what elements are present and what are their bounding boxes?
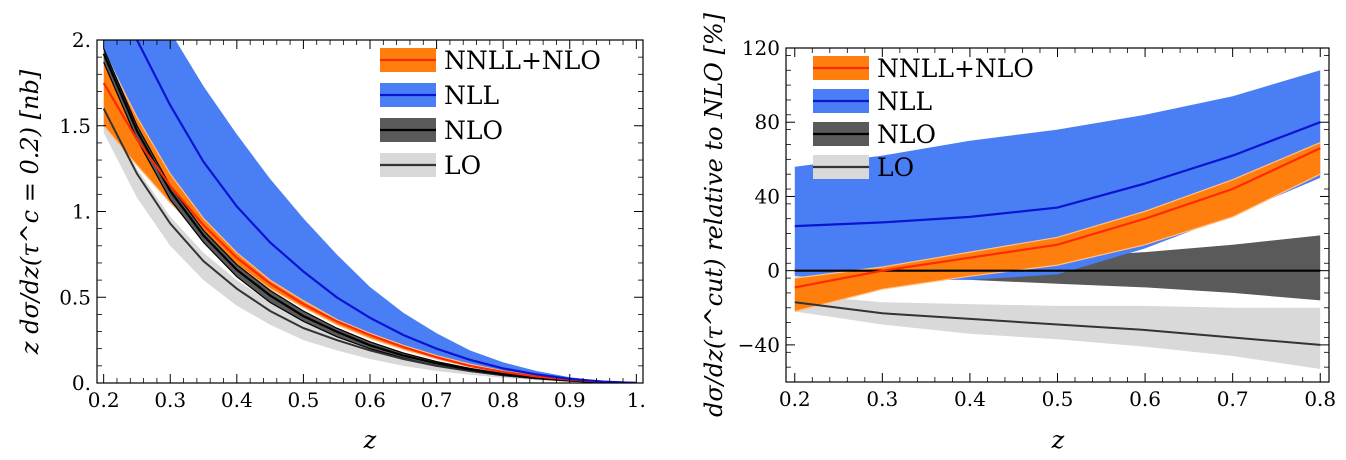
- left-xtick-label: 0.3: [154, 388, 186, 412]
- right-axis-ticks: 0.2 0.3 0.4 0.5 0.6 0.7 0.8 −40 0 40 80 120: [738, 36, 1336, 411]
- right-xtick-label: 0.8: [1304, 387, 1336, 411]
- right-ytick-label: 120: [742, 36, 780, 60]
- left-legend: NNLL+NLO NLL NLO LO: [380, 46, 601, 180]
- left-xtick-label: 0.2: [88, 388, 120, 412]
- left-xtick-label: 0.7: [421, 388, 453, 412]
- legend-label-nnll: NNLL+NLO: [444, 46, 601, 75]
- right-bands: [794, 70, 1321, 369]
- left-lines: [102, 40, 637, 383]
- left-xtick-label: 0.8: [487, 388, 519, 412]
- right-band-edge-upper-nnll: [794, 142, 1321, 279]
- left-line-nll: [135, 40, 637, 383]
- right-band-nnll: [794, 142, 1321, 312]
- left-band-nll: [103, 40, 637, 383]
- left-ytick-label: 1.: [72, 200, 91, 224]
- right-xtick-label: 0.4: [954, 387, 986, 411]
- right-ytick-label: 80: [755, 110, 780, 134]
- right-line-lo: [794, 301, 1321, 346]
- right-band-edge-lower-nnll: [794, 173, 1321, 313]
- right-line-nll: [794, 121, 1321, 228]
- right-xtick-label: 0.2: [779, 387, 811, 411]
- left-bands: [103, 40, 637, 383]
- left-ytick-label: 1.5: [59, 114, 91, 138]
- legend-label-nlo: NLO: [444, 116, 503, 145]
- right-xtick-label: 0.3: [866, 387, 898, 411]
- left-y-axis-label: z dσ/dz(τ^c = 0.2) [nb]: [16, 69, 44, 355]
- right-ytick-label: 40: [755, 184, 780, 208]
- legend-label-nll: NLL: [877, 87, 932, 116]
- left-ytick-label: 0.: [72, 371, 91, 395]
- right-lines: [794, 121, 1321, 346]
- legend-label-nll: NLL: [444, 81, 499, 110]
- legend-label-nnll: NNLL+NLO: [877, 54, 1034, 83]
- left-axis-ticks: 0.2 0.3 0.4 0.5 0.6 0.7 0.8 0.9 1. 0. 0.5 1. 1.5 2.: [59, 28, 646, 412]
- left-xtick-label: 0.5: [288, 388, 320, 412]
- right-y-axis-label: dσ/dz(τ^cut) relative to NLO [%]: [700, 12, 728, 417]
- right-xtick-label: 0.5: [1042, 387, 1074, 411]
- left-xtick-label: 1.: [627, 388, 646, 412]
- right-legend: NNLL+NLO NLL NLO LO: [813, 54, 1034, 182]
- legend-label-lo: LO: [877, 153, 914, 182]
- left-x-axis-label: z: [363, 426, 377, 454]
- left-xtick-label: 0.4: [221, 388, 253, 412]
- legend-label-nlo: NLO: [877, 120, 936, 149]
- left-line-nlo: [102, 53, 637, 383]
- right-xtick-label: 0.7: [1217, 387, 1249, 411]
- right-ytick-label: −40: [738, 333, 780, 357]
- right-x-axis-label: z: [1051, 426, 1065, 454]
- right-ytick-label: 0: [767, 259, 780, 283]
- right-xtick-label: 0.6: [1129, 387, 1161, 411]
- left-ytick-label: 2.: [72, 28, 91, 52]
- right-chart: 0.2 0.3 0.4 0.5 0.6 0.7 0.8 −40 0 40 80 120 z dσ/dz…: [700, 12, 1336, 454]
- left-xtick-label: 0.9: [554, 388, 586, 412]
- right-line-nnll: [794, 147, 1321, 289]
- left-chart: 0.2 0.3 0.4 0.5 0.6 0.7 0.8 0.9 1. 0. 0.5 1. 1.5 2. z…: [16, 28, 646, 454]
- left-line-nnll: [102, 82, 637, 383]
- right-band-lo: [794, 294, 1321, 369]
- left-xtick-label: 0.6: [354, 388, 386, 412]
- left-ytick-label: 0.5: [59, 285, 91, 309]
- legend-label-lo: LO: [444, 151, 481, 180]
